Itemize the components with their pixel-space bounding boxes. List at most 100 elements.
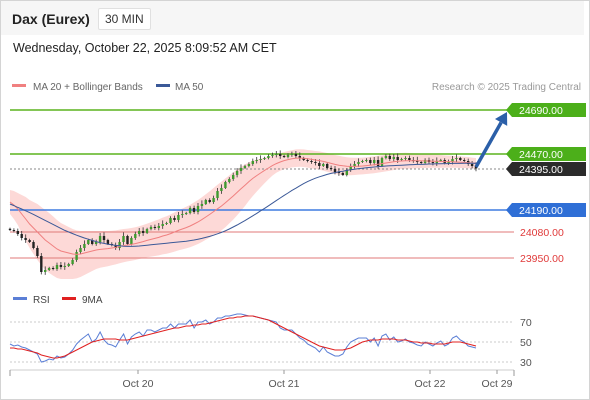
rsi-panel: 70 50 30 <box>9 313 532 369</box>
candle-body <box>114 245 117 248</box>
candle-body <box>439 160 442 161</box>
candle-body <box>376 160 380 166</box>
candle-body <box>271 155 274 156</box>
candle-body <box>220 188 223 191</box>
chart-header: Dax (Eurex) 30 MIN <box>1 1 584 35</box>
candle-body <box>380 158 384 166</box>
rsi-tick-labels: 70 50 30 <box>520 317 532 369</box>
candle-body <box>208 200 211 202</box>
candle-body <box>71 260 74 264</box>
candle-body <box>192 208 196 212</box>
price-level-box-1 <box>512 103 586 117</box>
ma50-legend-swatch <box>156 84 170 87</box>
candle-body <box>322 164 325 166</box>
candle-body <box>145 229 149 233</box>
forecast-arrow-shaft <box>474 121 503 168</box>
candle-body <box>451 159 454 162</box>
candle-body <box>243 166 247 168</box>
candle-body <box>102 236 106 240</box>
price-level-label-2: 24470.00 <box>519 149 563 161</box>
candle-body <box>169 218 172 223</box>
candle-body <box>357 162 360 164</box>
candle-body <box>447 162 450 163</box>
candle-body <box>373 160 376 163</box>
candle-body <box>435 161 438 163</box>
candle-body <box>455 158 458 159</box>
ma50-legend-label: MA 50 <box>175 82 204 93</box>
candle-body <box>153 227 157 228</box>
price-level-labels: 24690.00 24470.00 24395.00 24190.00 24080.00… <box>506 103 586 265</box>
candle-body <box>51 268 55 269</box>
rsi-ma9-line <box>10 315 477 359</box>
candle-body <box>8 228 12 230</box>
candle-body <box>251 161 254 164</box>
candle-body <box>349 166 352 170</box>
rsi-legend: RSI 9MA <box>13 295 103 306</box>
candle-body <box>263 158 266 159</box>
price-level-label-3: 24395.00 <box>519 164 563 176</box>
candle-body <box>345 170 348 175</box>
candle-body <box>204 200 207 204</box>
rsi-tick-label: 50 <box>520 337 532 349</box>
candle-body <box>329 168 333 169</box>
candle-body <box>165 223 168 224</box>
price-level-box-pointer-2 <box>506 147 512 161</box>
candle-body <box>235 171 239 175</box>
ma50-line <box>9 162 476 247</box>
forecast-arrow-head <box>495 112 508 126</box>
candle-body <box>177 215 180 220</box>
candle-body <box>474 166 478 169</box>
candle-body <box>141 231 145 233</box>
research-credit: Research © 2025 Trading Central <box>432 82 581 93</box>
candle-body <box>459 158 462 160</box>
candle-body <box>228 179 231 182</box>
candle-body <box>47 268 51 270</box>
candle-body <box>157 226 160 228</box>
time-axis-label: Oct 21 <box>269 378 300 390</box>
candle-body <box>55 265 59 269</box>
candle-body <box>16 231 19 234</box>
candle-body <box>20 234 23 238</box>
ma9-legend-label: 9MA <box>82 295 103 306</box>
candle-body <box>365 160 368 161</box>
candle-body <box>310 161 313 162</box>
candle-body <box>63 266 66 267</box>
candle-body <box>134 234 137 238</box>
candle-body <box>282 156 286 157</box>
ma20-line <box>9 157 477 255</box>
candle-body <box>232 175 235 179</box>
forecast-arrow <box>474 112 508 168</box>
price-level-label-6: 23950.00 <box>520 253 564 265</box>
candle-body <box>28 240 31 242</box>
candle-body <box>326 164 329 168</box>
candle-body <box>126 236 129 244</box>
time-axis: Oct 20 Oct 21 Oct 22 Oct 29 <box>9 369 515 390</box>
candle-body <box>247 164 251 166</box>
candle-body <box>392 157 395 159</box>
candle-body <box>341 173 344 175</box>
candle-body <box>306 160 309 161</box>
candle-body <box>212 198 215 202</box>
time-axis-label: Oct 20 <box>123 378 154 390</box>
price-legend: MA 20 + Bollinger Bands MA 50 Research ©… <box>12 82 581 93</box>
price-level-label-1: 24690.00 <box>519 105 563 117</box>
candle-body <box>314 162 317 163</box>
candle-body <box>188 208 192 213</box>
candle-body <box>196 206 200 212</box>
candle-body <box>470 164 474 166</box>
candle-body <box>59 265 63 267</box>
candle-body <box>138 231 141 234</box>
candle-body <box>420 162 423 163</box>
candle-body <box>130 238 133 244</box>
chart-datetime: Wednesday, October 22, 2025 8:09:52 AM C… <box>13 41 277 55</box>
time-axis-ticks: Oct 20 Oct 21 Oct 22 Oct 29 <box>9 370 515 390</box>
rsi-legend-swatch <box>13 297 27 300</box>
candle-body <box>353 164 356 166</box>
candle-body <box>388 156 391 159</box>
rsi-tick-label: 30 <box>520 357 532 369</box>
candle-body <box>369 160 372 163</box>
timeframe-selector[interactable]: 30 MIN <box>98 8 151 30</box>
candle-body <box>94 242 98 244</box>
candle-body <box>161 224 164 226</box>
candle-body <box>216 191 219 198</box>
